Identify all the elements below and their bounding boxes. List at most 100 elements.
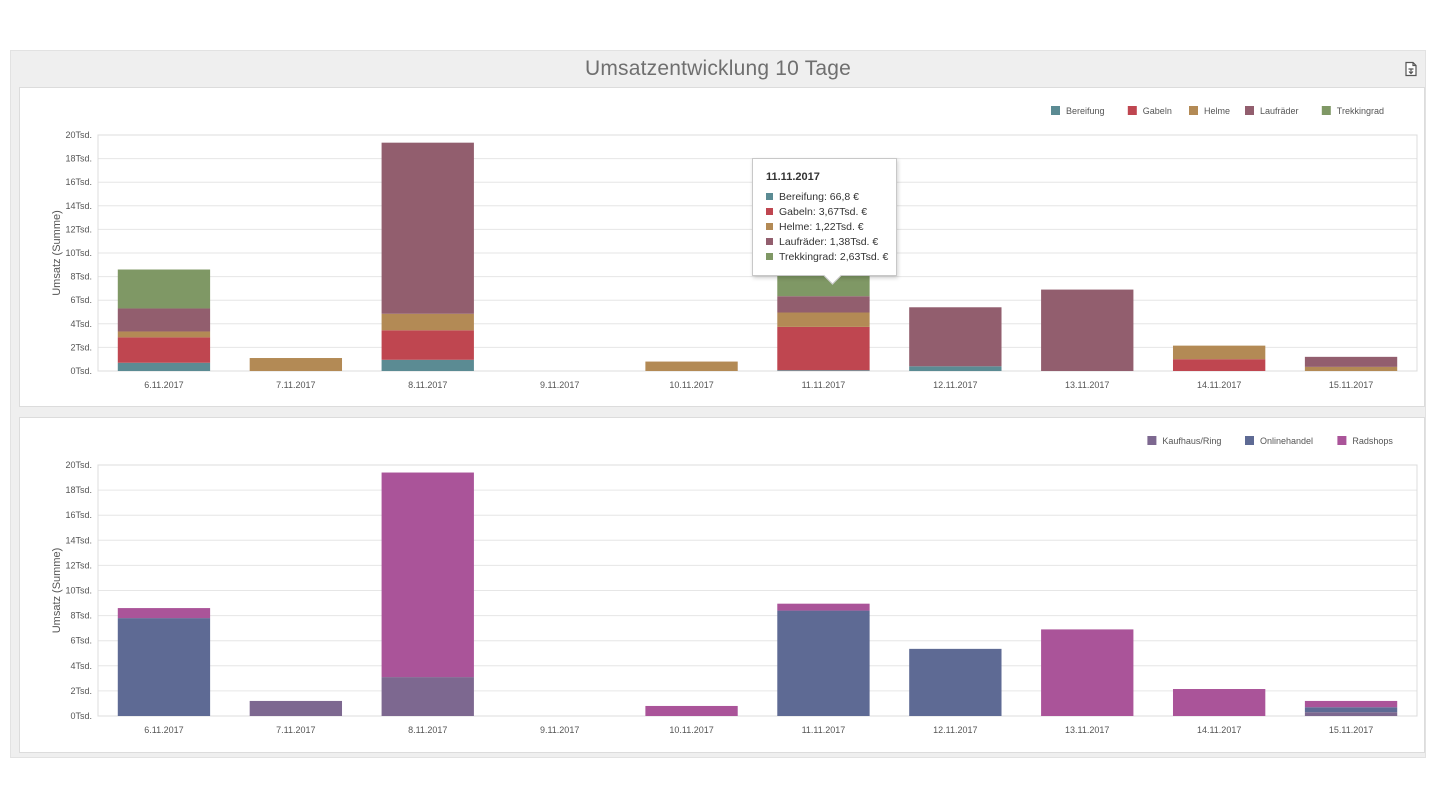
y-tick-label: 20Tsd. bbox=[65, 460, 92, 470]
y-tick-label: 8Tsd. bbox=[70, 272, 92, 282]
bar-segment bbox=[909, 648, 1002, 716]
legend-label: Trekkingrad bbox=[1337, 106, 1384, 116]
chart-tooltip: 11.11.2017 Bereifung: 66,8 € Gabeln: 3,6… bbox=[752, 158, 897, 285]
bar-segment bbox=[1304, 366, 1398, 371]
legend-label: Gabeln bbox=[1143, 106, 1172, 116]
plot-area bbox=[97, 134, 1418, 372]
tooltip-swatch bbox=[766, 238, 773, 245]
y-tick-label: 4Tsd. bbox=[70, 319, 92, 329]
tooltip-row-label: Gabeln: 3,67Tsd. € bbox=[779, 206, 868, 218]
bar-segment bbox=[381, 142, 474, 314]
x-tick-label: 12.11.2017 bbox=[933, 725, 977, 735]
legend-swatch bbox=[1337, 436, 1347, 445]
export-document-icon[interactable] bbox=[1403, 61, 1419, 77]
tooltip-row: Gabeln: 3,67Tsd. € bbox=[766, 205, 896, 220]
bar-segment bbox=[1304, 700, 1398, 708]
bar-segment bbox=[777, 296, 870, 313]
bar-segment bbox=[1172, 345, 1266, 360]
tooltip-swatch bbox=[766, 223, 773, 230]
y-tick-label: 18Tsd. bbox=[65, 485, 92, 495]
bar-segment bbox=[117, 337, 211, 363]
x-tick-label: 6.11.2017 bbox=[144, 725, 183, 735]
tooltip-row: Bereifung: 66,8 € bbox=[766, 190, 896, 205]
y-tick-label: 16Tsd. bbox=[65, 510, 92, 520]
tooltip-swatch bbox=[766, 253, 773, 260]
x-tick-label: 9.11.2017 bbox=[540, 380, 579, 390]
y-tick-label: 0Tsd. bbox=[70, 711, 92, 721]
bar-segment bbox=[117, 269, 211, 309]
tooltip-row: Trekkingrad: 2,63Tsd. € bbox=[766, 250, 896, 265]
bar-segment bbox=[1304, 707, 1398, 713]
sales-by-product-chart: 0Tsd. 2Tsd. 4Tsd. 6Tsd. 8Tsd. 10Tsd. 12Tsd. 14T… bbox=[51, 106, 1418, 390]
x-tick-label: 11.11.2017 bbox=[802, 725, 846, 735]
bar-segment bbox=[777, 610, 870, 716]
y-tick-label: 12Tsd. bbox=[65, 224, 92, 234]
x-tick-label: 10.11.2017 bbox=[669, 725, 713, 735]
bar-segment bbox=[117, 618, 211, 716]
x-tick-label: 9.11.2017 bbox=[540, 725, 579, 735]
bar-segment bbox=[909, 366, 1002, 371]
y-tick-label: 20Tsd. bbox=[65, 130, 92, 140]
bar-segment bbox=[645, 705, 738, 716]
bar-segment bbox=[777, 312, 870, 327]
x-tick-label: 6.11.2017 bbox=[144, 380, 183, 390]
bar-segment bbox=[1041, 629, 1134, 716]
chart-panel-sales-channels: 0Tsd. 2Tsd. 4Tsd. 6Tsd. 8Tsd. 10Tsd. 12Tsd. 14T… bbox=[19, 417, 1425, 753]
y-axis-label: Umsatz (Summe) bbox=[51, 210, 63, 296]
y-tick-label: 16Tsd. bbox=[65, 177, 92, 187]
x-tick-label: 15.11.2017 bbox=[1329, 380, 1373, 390]
bar-segment bbox=[909, 307, 1002, 367]
tooltip-row-label: Bereifung: 66,8 € bbox=[779, 191, 859, 203]
tooltip-swatch bbox=[766, 208, 773, 215]
bar-segment bbox=[777, 370, 870, 371]
y-tick-label: 18Tsd. bbox=[65, 154, 92, 164]
bar-segment bbox=[117, 362, 211, 371]
sales-by-channel-chart: 0Tsd. 2Tsd. 4Tsd. 6Tsd. 8Tsd. 10Tsd. 12Tsd. 14T… bbox=[51, 436, 1418, 735]
x-tick-label: 13.11.2017 bbox=[1065, 380, 1109, 390]
bar-segment bbox=[1172, 359, 1266, 371]
legend-label: Laufräder bbox=[1260, 106, 1299, 116]
legend-label: Radshops bbox=[1352, 436, 1393, 446]
y-tick-label: 6Tsd. bbox=[70, 636, 92, 646]
bar-segment bbox=[381, 677, 474, 716]
bar-segment bbox=[1041, 289, 1134, 371]
y-tick-label: 6Tsd. bbox=[70, 295, 92, 305]
legend-label: Onlinehandel bbox=[1260, 436, 1313, 446]
y-tick-label: 14Tsd. bbox=[65, 201, 92, 211]
bar-segment bbox=[1304, 712, 1398, 716]
x-tick-label: 15.11.2017 bbox=[1329, 725, 1373, 735]
tooltip-title: 11.11.2017 bbox=[766, 171, 820, 183]
legend-swatch bbox=[1147, 436, 1157, 445]
y-tick-label: 0Tsd. bbox=[70, 366, 92, 376]
x-tick-label: 8.11.2017 bbox=[408, 380, 447, 390]
tooltip-swatch bbox=[766, 193, 773, 200]
tooltip-row-label: Helme: 1,22Tsd. € bbox=[779, 221, 864, 233]
plot-area bbox=[97, 464, 1418, 717]
y-tick-label: 10Tsd. bbox=[65, 248, 92, 258]
bar-segment bbox=[381, 359, 474, 371]
bar-segment bbox=[1304, 356, 1398, 367]
x-tick-label: 8.11.2017 bbox=[408, 725, 447, 735]
tooltip-row-label: Laufräder: 1,38Tsd. € bbox=[779, 236, 879, 248]
x-tick-label: 11.11.2017 bbox=[802, 380, 846, 390]
x-tick-label: 10.11.2017 bbox=[669, 380, 713, 390]
x-tick-label: 12.11.2017 bbox=[933, 380, 977, 390]
y-tick-label: 4Tsd. bbox=[70, 661, 92, 671]
y-axis-label: Umsatz (Summe) bbox=[51, 548, 63, 634]
bar-segment bbox=[1172, 689, 1266, 716]
bar-segment bbox=[249, 358, 343, 371]
bar-segment bbox=[117, 331, 211, 338]
legend-swatch bbox=[1245, 106, 1254, 115]
x-tick-label: 7.11.2017 bbox=[276, 725, 315, 735]
bar-segment bbox=[381, 472, 474, 678]
bar-segment bbox=[117, 308, 211, 332]
x-tick-label: 7.11.2017 bbox=[276, 380, 315, 390]
y-tick-label: 14Tsd. bbox=[65, 535, 92, 545]
x-tick-label: 14.11.2017 bbox=[1197, 380, 1241, 390]
x-tick-label: 13.11.2017 bbox=[1065, 725, 1109, 735]
bar-segment bbox=[381, 313, 474, 331]
y-tick-label: 2Tsd. bbox=[70, 342, 92, 352]
legend-swatch bbox=[1321, 106, 1331, 115]
bar-segment bbox=[645, 361, 738, 371]
bar-segment bbox=[249, 700, 343, 716]
